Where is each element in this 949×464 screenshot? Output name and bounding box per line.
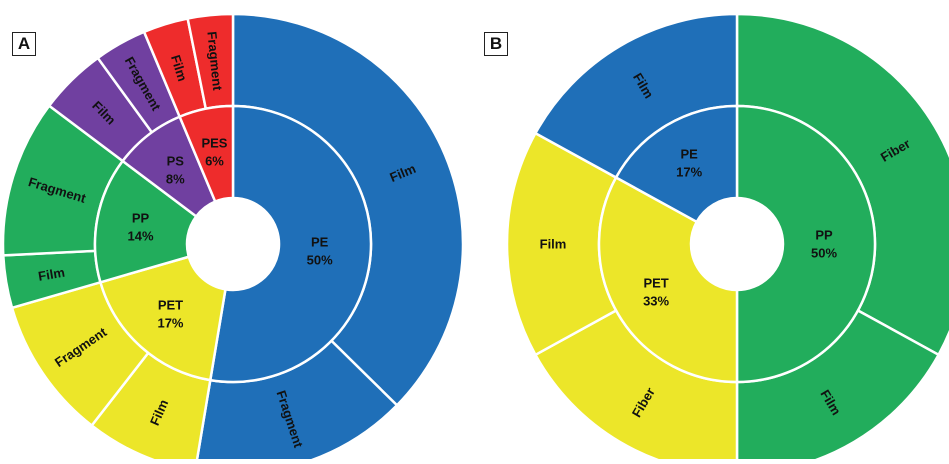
- inner-slice-percent-label: 33%: [643, 293, 669, 308]
- inner-slice-name-label: PP: [132, 211, 150, 226]
- sunburst-panel-a: FilmFragmentFilmFragmentFilmFragmentFilm…: [1, 12, 465, 464]
- outer-slice-label: Film: [168, 53, 190, 83]
- center-hole: [691, 198, 783, 290]
- outer-slice-label: Fragment: [204, 31, 225, 92]
- inner-slice-percent-label: 14%: [128, 229, 154, 244]
- inner-slice-name-label: PET: [643, 275, 668, 290]
- inner-slice-percent-label: 17%: [676, 165, 702, 180]
- inner-slice-percent-label: 50%: [811, 246, 837, 261]
- inner-slice-name-label: PE: [311, 235, 329, 250]
- panel-label-b: B: [484, 32, 508, 56]
- inner-slice-name-label: PS: [167, 153, 185, 168]
- outer-slice-label: Film: [540, 237, 567, 252]
- outer-slice-label: Film: [37, 265, 66, 284]
- inner-slice-percent-label: 17%: [157, 316, 183, 331]
- inner-slice-percent-label: 50%: [307, 253, 333, 268]
- center-hole: [187, 198, 279, 290]
- inner-slice-name-label: PES: [201, 135, 227, 150]
- inner-slice-percent-label: 6%: [205, 153, 224, 168]
- inner-slice-name-label: PET: [158, 298, 183, 313]
- inner-slice-percent-label: 8%: [166, 171, 185, 186]
- inner-slice-name-label: PE: [680, 147, 698, 162]
- panel-label-a: A: [12, 32, 36, 56]
- inner-slice-name-label: PP: [815, 228, 833, 243]
